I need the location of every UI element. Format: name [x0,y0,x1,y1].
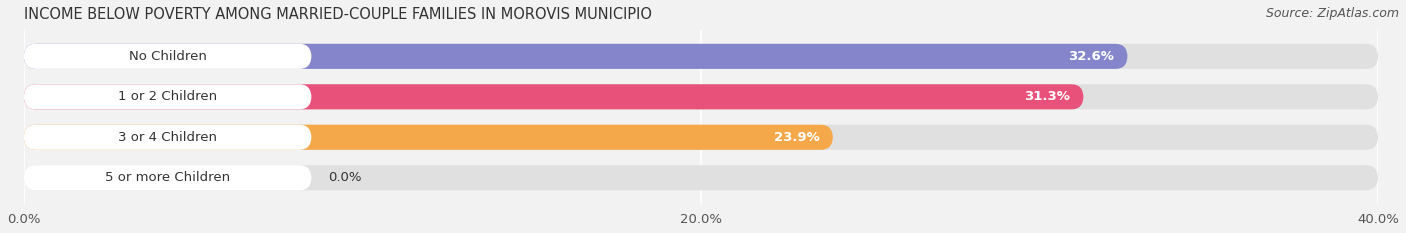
FancyBboxPatch shape [24,125,832,150]
Text: 31.3%: 31.3% [1024,90,1070,103]
Text: 3 or 4 Children: 3 or 4 Children [118,131,217,144]
FancyBboxPatch shape [24,125,1378,150]
FancyBboxPatch shape [24,44,1378,69]
FancyBboxPatch shape [24,44,1128,69]
Text: 0.0%: 0.0% [329,171,361,184]
Text: No Children: No Children [129,50,207,63]
Text: 32.6%: 32.6% [1069,50,1114,63]
FancyBboxPatch shape [24,44,312,69]
FancyBboxPatch shape [24,165,312,190]
FancyBboxPatch shape [24,84,1378,109]
Text: Source: ZipAtlas.com: Source: ZipAtlas.com [1265,7,1399,20]
Text: INCOME BELOW POVERTY AMONG MARRIED-COUPLE FAMILIES IN MOROVIS MUNICIPIO: INCOME BELOW POVERTY AMONG MARRIED-COUPL… [24,7,652,22]
Text: 5 or more Children: 5 or more Children [105,171,231,184]
FancyBboxPatch shape [24,165,1378,190]
FancyBboxPatch shape [24,125,312,150]
FancyBboxPatch shape [24,84,1084,109]
FancyBboxPatch shape [24,84,312,109]
Text: 23.9%: 23.9% [773,131,820,144]
Text: 1 or 2 Children: 1 or 2 Children [118,90,217,103]
